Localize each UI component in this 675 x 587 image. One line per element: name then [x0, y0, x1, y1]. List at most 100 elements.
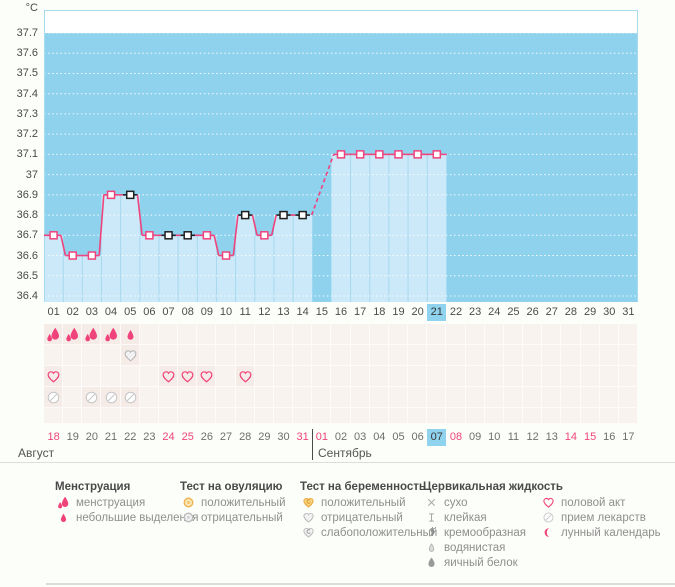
temp-marker-day-10[interactable]	[221, 251, 231, 260]
medication-row-cell[interactable]	[235, 387, 255, 408]
intercourse-row-cell[interactable]	[542, 366, 562, 387]
intercourse-row-cell[interactable]	[369, 366, 389, 387]
temp-marker-day-16[interactable]	[336, 150, 346, 159]
menstruation-row-cell[interactable]	[331, 324, 351, 345]
pregnancy-test-row-cell[interactable]	[408, 345, 428, 366]
medication-row-cell[interactable]	[254, 387, 274, 408]
medication-row-cell[interactable]	[599, 387, 619, 408]
extra-row-cell[interactable]	[178, 408, 198, 424]
menstruation-row-cell[interactable]	[618, 324, 638, 345]
intercourse-row-cell[interactable]	[561, 366, 581, 387]
extra-row-cell[interactable]	[273, 408, 294, 424]
calendar-date[interactable]: 01	[315, 431, 328, 443]
pregnancy-test-row-cell[interactable]	[618, 345, 638, 366]
calendar-date[interactable]: 18	[47, 431, 60, 443]
extra-row-cell[interactable]	[216, 408, 236, 424]
calendar-date[interactable]: 21	[104, 431, 118, 443]
pregnancy-test-row-cell[interactable]	[465, 345, 485, 366]
pregnancy-test-row-cell[interactable]	[235, 345, 255, 366]
extra-row-cell[interactable]	[465, 408, 485, 424]
temp-marker-day-2[interactable]	[68, 251, 77, 260]
extra-row-cell[interactable]	[293, 408, 313, 424]
temp-marker-day-20[interactable]	[413, 150, 422, 159]
calendar-date[interactable]: 22	[124, 431, 137, 443]
extra-row-cell[interactable]	[101, 408, 121, 424]
calendar-date[interactable]: 13	[545, 431, 558, 443]
menstruation-row-cell[interactable]	[254, 324, 274, 345]
extra-row-cell[interactable]	[44, 408, 64, 424]
extra-row-cell[interactable]	[197, 408, 217, 424]
menstruation-row-cell[interactable]	[312, 324, 332, 345]
medication-row-cell[interactable]	[350, 387, 370, 408]
calendar-date[interactable]: 23	[143, 431, 156, 443]
medication-row-cell[interactable]	[331, 387, 351, 408]
menstruation-row-cell[interactable]	[542, 324, 562, 345]
medication-row-cell[interactable]	[139, 387, 159, 408]
pregnancy-test-row-cell[interactable]	[369, 345, 389, 366]
medication-row-cell[interactable]	[484, 387, 504, 408]
medication-row-cell[interactable]	[523, 387, 543, 408]
intercourse-row-cell[interactable]	[158, 366, 179, 387]
extra-row-cell[interactable]	[331, 408, 351, 424]
calendar-date[interactable]: 19	[66, 431, 79, 443]
medication-row-cell[interactable]	[542, 387, 562, 408]
pregnancy-test-row-cell[interactable]	[139, 345, 159, 366]
medication-row-cell[interactable]	[293, 387, 313, 408]
menstruation-row-cell[interactable]	[523, 324, 543, 345]
medication-row-cell[interactable]	[312, 387, 332, 408]
calendar-date[interactable]: 26	[200, 431, 213, 443]
intercourse-row-cell[interactable]	[580, 366, 600, 387]
pregnancy-test-row-cell[interactable]	[561, 345, 581, 366]
medication-row-cell[interactable]	[120, 387, 140, 408]
menstruation-row-cell[interactable]	[158, 324, 179, 345]
calendar-date[interactable]: 02	[334, 431, 348, 443]
calendar-date[interactable]: 24	[162, 431, 175, 443]
menstruation-row-cell[interactable]	[44, 324, 64, 345]
medication-row-cell[interactable]	[101, 387, 121, 408]
pregnancy-test-row-cell[interactable]	[44, 345, 64, 366]
menstruation-row-cell[interactable]	[216, 324, 236, 345]
extra-row-cell[interactable]	[599, 408, 619, 424]
medication-row-cell[interactable]	[388, 387, 409, 408]
temp-marker-day-21[interactable]	[432, 150, 442, 159]
medication-row-cell[interactable]	[369, 387, 389, 408]
intercourse-row-cell[interactable]	[331, 366, 351, 387]
calendar-date[interactable]: 27	[219, 431, 233, 443]
extra-row-cell[interactable]	[388, 408, 409, 424]
medication-row-cell[interactable]	[465, 387, 485, 408]
temp-marker-day-13[interactable]	[279, 210, 288, 220]
temp-marker-day-14[interactable]	[298, 210, 307, 220]
calendar-date-today[interactable]: 07	[427, 429, 447, 446]
pregnancy-test-row-cell[interactable]	[427, 345, 447, 366]
calendar-date[interactable]: 20	[85, 431, 99, 443]
calendar-date[interactable]: 28	[239, 431, 252, 443]
menstruation-row-cell[interactable]	[599, 324, 619, 345]
calendar-date[interactable]: 25	[181, 431, 194, 443]
temp-marker-day-17[interactable]	[355, 150, 365, 159]
menstruation-row-cell[interactable]	[63, 324, 83, 345]
intercourse-row-cell[interactable]	[446, 366, 466, 387]
menstruation-row-cell[interactable]	[350, 324, 370, 345]
pregnancy-test-row-cell[interactable]	[599, 345, 619, 366]
intercourse-row-cell[interactable]	[120, 366, 140, 387]
intercourse-row-cell[interactable]	[312, 366, 332, 387]
intercourse-row-cell[interactable]	[427, 366, 447, 387]
pregnancy-test-row-cell[interactable]	[484, 345, 504, 366]
calendar-date[interactable]: 16	[603, 431, 616, 443]
menstruation-row-cell[interactable]	[484, 324, 504, 345]
menstruation-row-cell[interactable]	[427, 324, 447, 345]
intercourse-row-cell[interactable]	[101, 366, 121, 387]
calendar-date[interactable]: 31	[296, 431, 309, 443]
medication-row-cell[interactable]	[427, 387, 447, 408]
extra-row-cell[interactable]	[580, 408, 600, 424]
medication-row-cell[interactable]	[63, 387, 83, 408]
horizontal-scrollbar-track[interactable]	[46, 583, 675, 585]
intercourse-row-cell[interactable]	[44, 366, 64, 387]
menstruation-row-cell[interactable]	[293, 324, 313, 345]
menstruation-row-cell[interactable]	[178, 324, 198, 345]
extra-row-cell[interactable]	[63, 408, 83, 424]
calendar-date[interactable]: 04	[373, 431, 386, 443]
extra-row-cell[interactable]	[484, 408, 504, 424]
calendar-date[interactable]: 17	[622, 431, 635, 443]
intercourse-row-cell[interactable]	[216, 366, 236, 387]
